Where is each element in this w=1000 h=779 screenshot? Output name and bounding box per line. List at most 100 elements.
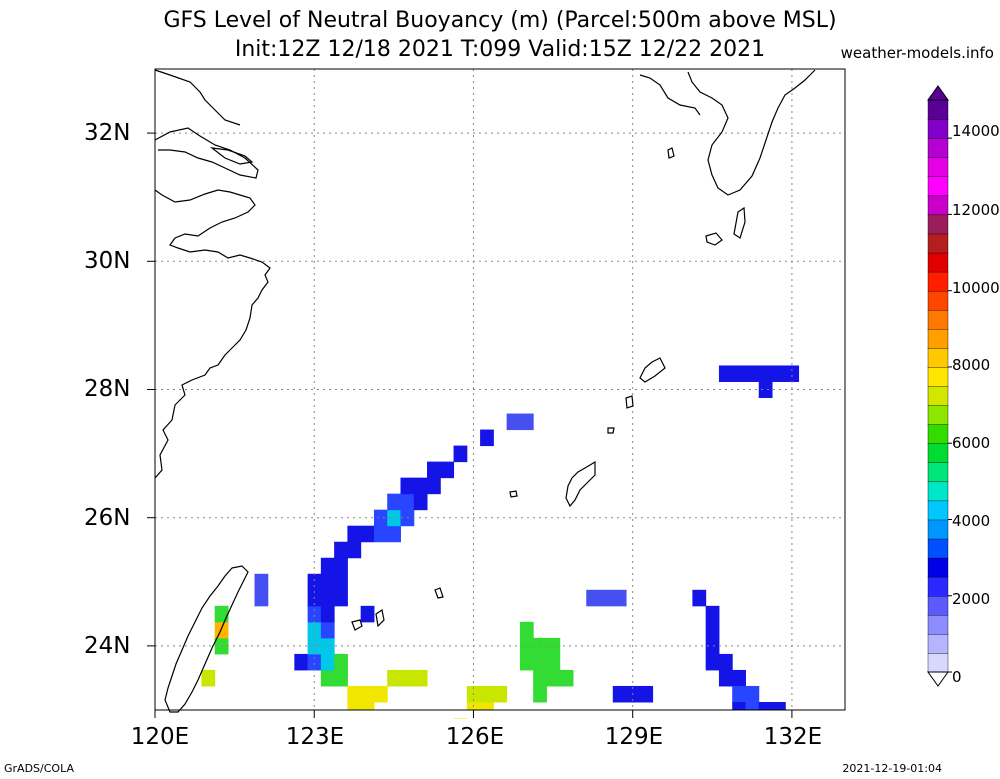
colorbar-segment: [927, 481, 949, 502]
miyako-island: [375, 609, 385, 628]
lnb-cell: [214, 621, 229, 639]
lnb-cell: [493, 685, 508, 703]
lnb-cell: [705, 605, 720, 623]
lnb-cell: [546, 653, 561, 671]
colorbar-segment: [927, 443, 949, 463]
lnb-cell: [201, 669, 216, 687]
yangtze-outline: [154, 127, 259, 179]
lnb-cell: [758, 701, 773, 711]
lnb-cell: [758, 365, 773, 382]
lnb-cell: [387, 509, 401, 527]
lnb-cell: [519, 621, 534, 639]
lnb-cell: [732, 685, 746, 703]
lnb-cell: [387, 525, 401, 543]
lnb-cell: [307, 653, 322, 671]
colorbar-segment: [927, 137, 949, 158]
lnb-cell: [320, 621, 335, 639]
colorbar: [927, 85, 952, 687]
islet-4: [607, 427, 615, 434]
colorbar-segment: [927, 652, 949, 673]
lnb-cell: [440, 461, 455, 479]
y-tick-label: 32N: [84, 120, 131, 146]
lnb-cell: [453, 718, 468, 719]
colorbar-segment: [927, 252, 949, 273]
lnb-cell: [320, 589, 335, 607]
kyushu-coastline: [687, 69, 816, 196]
lnb-cell: [334, 669, 348, 687]
lnb-cell: [320, 573, 335, 591]
lnb-cell: [214, 605, 229, 623]
lnb-cell: [705, 653, 720, 671]
lnb-cell: [533, 685, 547, 703]
colorbar-label: 6000: [952, 434, 991, 452]
lnb-cell: [427, 461, 441, 479]
x-tick-label: 129E: [604, 724, 664, 750]
lnb-cell: [705, 621, 720, 639]
colorbar-segment: [927, 214, 949, 235]
taiwan-coastline: [164, 565, 249, 713]
colorbar-segment: [927, 633, 949, 654]
colorbar-segment: [927, 328, 949, 349]
map-title: GFS Level of Neutral Buoyancy (m) (Parce…: [163, 8, 837, 33]
colorbar-segment: [927, 538, 949, 559]
colorbar-segment: [927, 176, 949, 197]
lnb-cell: [718, 365, 733, 382]
lnb-cell: [307, 605, 322, 623]
colorbar-label: 10000: [952, 279, 1000, 297]
colorbar-segment: [927, 385, 949, 406]
lnb-cell: [294, 653, 309, 671]
colorbar-segment: [927, 233, 949, 254]
colorbar-segment: [927, 614, 949, 635]
lnb-cell: [400, 669, 415, 687]
colorbar-segment: [927, 309, 949, 330]
lnb-cell: [453, 445, 468, 463]
lnb-cell: [586, 589, 601, 607]
lnb-cell: [480, 701, 494, 711]
lnb-cell: [400, 477, 415, 495]
colorbar-segment: [927, 156, 949, 177]
lnb-cell: [307, 573, 322, 591]
y-tick-label: 28N: [84, 376, 131, 402]
lnb-cell: [533, 653, 547, 671]
x-tick-label: 123E: [285, 724, 345, 750]
colorbar-segment: [927, 423, 949, 444]
lnb-cell: [360, 525, 375, 543]
lnb-cell: [373, 509, 388, 527]
lnb-cell: [745, 701, 760, 711]
lnb-cell: [334, 589, 348, 607]
lnb-cell: [413, 493, 428, 511]
yangtze-island: [209, 147, 254, 165]
lnb-cell: [718, 669, 733, 687]
colorbar-segment: [927, 557, 949, 578]
lnb-cell: [360, 701, 375, 711]
x-tick-label: 132E: [763, 724, 823, 750]
lnb-cell: [400, 493, 415, 511]
lnb-cell: [519, 653, 534, 671]
lnb-cell: [599, 589, 614, 607]
china-coastline: [154, 189, 271, 479]
colorbar-bottom-arrow: [927, 671, 949, 687]
tanegashima-island: [705, 232, 723, 246]
goto-island: [667, 147, 675, 159]
colorbar-label: 14000: [952, 122, 1000, 140]
lnb-cell: [413, 669, 428, 687]
yakushima-island: [733, 206, 746, 239]
colorbar-label: 8000: [952, 356, 991, 374]
lnb-cell: [612, 685, 627, 703]
colorbar-segment: [927, 576, 949, 597]
y-tick-label: 24N: [84, 633, 131, 659]
amami-island: [639, 357, 666, 383]
lnb-cell: [334, 557, 348, 575]
lnb-cell: [347, 541, 362, 559]
yaeyama-island: [351, 619, 363, 631]
gridlines: [154, 69, 845, 710]
islet-3: [625, 395, 634, 409]
okinawa-island: [565, 460, 596, 508]
lnb-cell: [387, 493, 401, 511]
lnb-cell: [360, 685, 375, 703]
y-tick-label: 26N: [84, 505, 131, 531]
lnb-cell: [387, 669, 401, 687]
colorbar-segment: [927, 595, 949, 616]
y-tick-marks: [147, 132, 155, 647]
